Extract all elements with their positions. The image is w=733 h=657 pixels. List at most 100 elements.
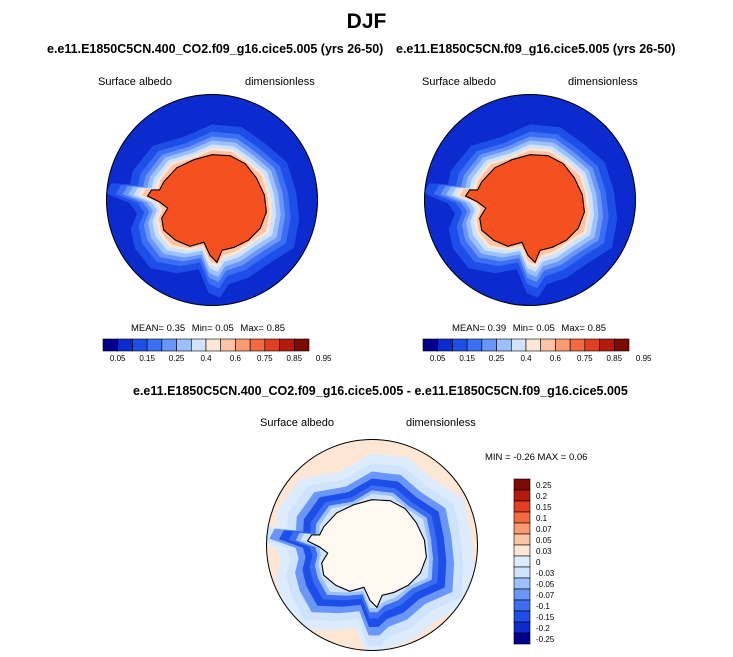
right-colorbar-box-5 bbox=[496, 338, 512, 352]
diff-colorbar-box-10 bbox=[513, 588, 531, 601]
right-colorbar-ticks: 0.05 0.15 0.25 0.4 0.6 0.75 0.85 0.95 bbox=[423, 352, 652, 364]
diff-colorbar bbox=[513, 478, 531, 645]
diff-colorbar-tick-label: -0.25 bbox=[536, 634, 555, 644]
left-colorbar-tick-label: 0.75 bbox=[257, 354, 273, 363]
right-panel-title: e.e11.E1850C5CN.f09_g16.cice5.005 (yrs 2… bbox=[396, 42, 676, 56]
diff-colorbar-tick-label: 0.15 bbox=[536, 502, 552, 512]
right-units-label: dimensionless bbox=[568, 76, 638, 88]
right-colorbar-tick-label: 0.6 bbox=[549, 354, 561, 363]
diff-colorbar-box-9 bbox=[513, 577, 531, 590]
right-colorbar-box-10 bbox=[569, 338, 586, 352]
left-colorbar-ticks: 0.05 0.15 0.25 0.4 0.6 0.75 0.85 0.95 bbox=[103, 352, 332, 364]
diff-colorbar-box-5 bbox=[513, 533, 531, 546]
left-colorbar-box-8 bbox=[220, 338, 236, 352]
diff-colorbar-box-1 bbox=[513, 489, 531, 502]
right-colorbar-box-7 bbox=[525, 338, 542, 352]
left-min-label: Min= bbox=[191, 323, 213, 334]
right-colorbar-box-0 bbox=[422, 338, 439, 352]
diff-colorbar-box-3 bbox=[513, 511, 531, 524]
left-colorbar bbox=[102, 338, 310, 352]
right-min-value: 0.05 bbox=[536, 323, 555, 334]
diff-colorbar-box-8 bbox=[513, 566, 531, 579]
left-colorbar-tick-label: 0.25 bbox=[168, 354, 185, 363]
diff-map-layers bbox=[266, 439, 478, 651]
left-map-border bbox=[106, 94, 318, 306]
diff-colorbar-tick-label: 0.05 bbox=[536, 535, 552, 545]
left-colorbar-tick-label: 0.4 bbox=[200, 354, 212, 363]
right-mean-label: MEAN= bbox=[452, 323, 485, 334]
right-colorbar-tick-label: 0.85 bbox=[606, 354, 623, 363]
diff-colorbar-tick-label: 0.03 bbox=[536, 546, 552, 556]
left-colorbar-box-5 bbox=[176, 338, 192, 352]
left-colorbar-box-6 bbox=[190, 338, 207, 352]
diff-colorbar-ticks: 0.25 0.2 0.15 0.1 0.07 0.05 0.03 0 -0.03 -0.05 -0.… bbox=[536, 479, 576, 644]
right-polar-map bbox=[424, 94, 636, 306]
right-colorbar-box-3 bbox=[466, 338, 483, 352]
right-colorbar-box-11 bbox=[584, 338, 600, 352]
right-colorbar-box-12 bbox=[599, 338, 615, 352]
figure-title: DJF bbox=[346, 10, 387, 33]
left-panel-title: e.e11.E1850C5CN.400_CO2.f09_g16.cice5.00… bbox=[47, 42, 384, 56]
left-colorbar-tick-label: 0.05 bbox=[109, 354, 126, 363]
right-colorbar-box-2 bbox=[452, 338, 468, 352]
diff-colorbar-tick-label: -0.05 bbox=[536, 579, 555, 589]
right-mean-value: 0.39 bbox=[487, 323, 507, 334]
left-colorbar-box-7 bbox=[205, 338, 222, 352]
left-variable-label: Surface albedo bbox=[98, 76, 172, 88]
diff-colorbar-tick-label: -0.07 bbox=[536, 590, 555, 600]
right-colorbar-tick-label: 0.15 bbox=[459, 354, 475, 363]
left-colorbar-box-1 bbox=[117, 338, 133, 352]
left-units-label: dimensionless bbox=[245, 76, 315, 88]
diff-minmax: MIN = -0.26 MAX = 0.06 bbox=[485, 452, 588, 463]
diff-colorbar-tick-label: -0.15 bbox=[536, 612, 555, 622]
left-min-value: 0.05 bbox=[215, 323, 234, 334]
left-colorbar-box-10 bbox=[249, 338, 266, 352]
left-colorbar-box-13 bbox=[293, 338, 310, 352]
right-colorbar bbox=[422, 338, 630, 352]
right-colorbar-box-6 bbox=[510, 338, 527, 352]
diff-colorbar-tick-label: -0.03 bbox=[536, 568, 555, 578]
right-coastline bbox=[464, 154, 585, 264]
diff-colorbar-box-14 bbox=[513, 632, 531, 645]
left-colorbar-tick-label: 0.85 bbox=[286, 354, 303, 363]
right-max-label: Max= bbox=[561, 323, 585, 334]
left-max-value: 0.85 bbox=[266, 323, 286, 334]
left-max-label: Max= bbox=[240, 323, 264, 334]
diff-colorbar-box-6 bbox=[513, 544, 531, 557]
diff-coastline bbox=[306, 499, 427, 609]
left-polar-map bbox=[106, 94, 318, 306]
diff-colorbar-tick-label: 0 bbox=[536, 557, 541, 567]
right-colorbar-tick-label: 0.75 bbox=[577, 354, 593, 363]
right-colorbar-tick-label: 0.25 bbox=[488, 354, 505, 363]
diff-colorbar-tick-label: -0.1 bbox=[536, 601, 550, 611]
diff-colorbar-box-2 bbox=[513, 500, 531, 513]
right-colorbar-box-8 bbox=[540, 338, 556, 352]
left-coastline bbox=[146, 154, 267, 264]
left-colorbar-box-0 bbox=[102, 338, 119, 352]
left-colorbar-tick-label: 0.95 bbox=[315, 354, 332, 363]
left-colorbar-box-9 bbox=[235, 338, 251, 352]
right-variable-label: Surface albedo bbox=[422, 76, 496, 88]
diff-colorbar-tick-label: 0.07 bbox=[536, 524, 552, 534]
diff-colorbar-box-11 bbox=[513, 599, 531, 612]
left-mean-value: 0.35 bbox=[166, 323, 186, 334]
right-map-layers bbox=[424, 94, 636, 306]
left-colorbar-box-4 bbox=[161, 338, 177, 352]
left-map-layers bbox=[106, 94, 318, 306]
diff-map-border bbox=[266, 439, 478, 651]
diff-colorbar-box-13 bbox=[513, 621, 531, 634]
right-colorbar-tick-label: 0.95 bbox=[635, 354, 652, 363]
right-colorbar-box-13 bbox=[613, 338, 630, 352]
left-ice-sheet bbox=[147, 154, 267, 263]
diff-variable-label: Surface albedo bbox=[260, 417, 334, 429]
diff-colorbar-box-12 bbox=[513, 610, 531, 623]
right-ice-sheet bbox=[465, 154, 585, 263]
left-colorbar-box-2 bbox=[132, 338, 148, 352]
right-colorbar-box-1 bbox=[437, 338, 453, 352]
diff-polar-map bbox=[266, 439, 478, 651]
right-min-label: Min= bbox=[512, 323, 534, 334]
left-colorbar-box-11 bbox=[264, 338, 280, 352]
right-colorbar-box-4 bbox=[481, 338, 497, 352]
diff-panel-title: e.e11.E1850C5CN.400_CO2.f09_g16.cice5.00… bbox=[133, 384, 628, 398]
diff-colorbar-tick-label: 0.2 bbox=[536, 491, 548, 501]
